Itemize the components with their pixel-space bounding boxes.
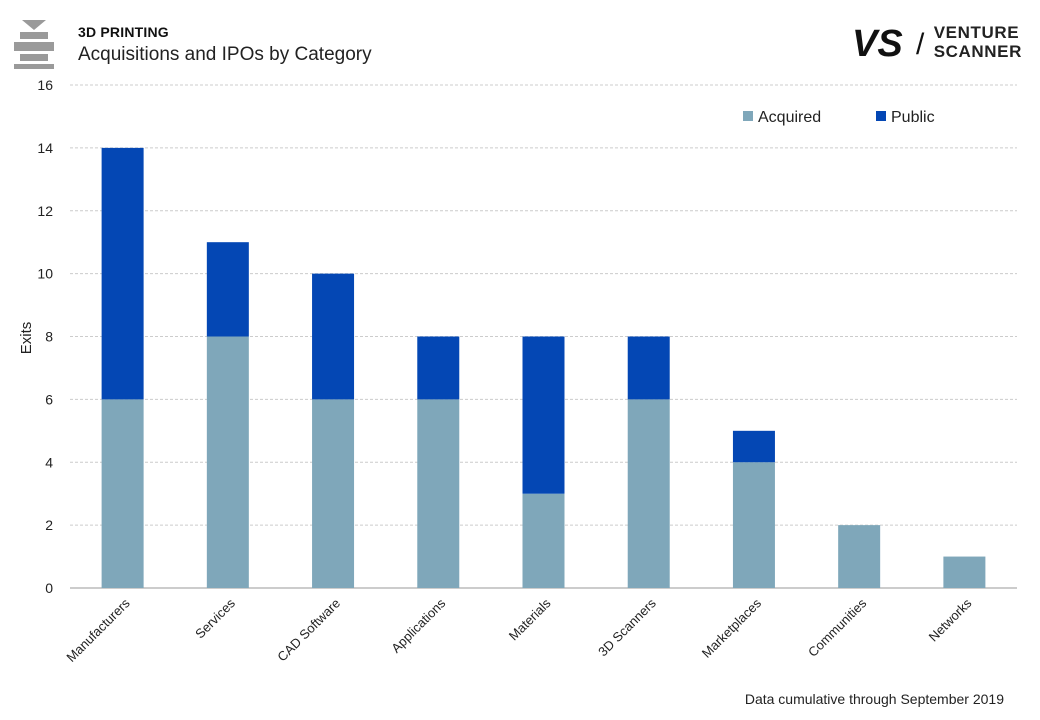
brand-name: VENTURE SCANNER	[934, 23, 1022, 61]
y-tick-label: 16	[37, 77, 53, 93]
bar-public	[732, 430, 775, 463]
vs-logo-mark: VS	[852, 23, 903, 62]
bar-public	[627, 336, 670, 400]
y-axis-ticks: 0 2 4 6 8 10 12 14 16	[37, 77, 53, 596]
bar-acquired	[838, 525, 881, 588]
y-tick-label: 4	[45, 454, 53, 470]
y-axis-label: Exits	[18, 322, 35, 355]
footnote: Data cumulative through September 2019	[744, 691, 1004, 707]
logo-separator: /	[916, 28, 925, 61]
x-tick-label: Materials	[506, 595, 554, 643]
bars	[101, 147, 986, 588]
x-tick-label: Networks	[926, 595, 975, 644]
chart-title: Acquisitions and IPOs by Category	[78, 44, 372, 65]
section-label: 3D PRINTING	[78, 24, 169, 40]
bar-acquired	[312, 399, 355, 588]
y-tick-label: 6	[45, 391, 53, 407]
legend-swatch-acquired	[743, 111, 753, 121]
y-tick-label: 12	[37, 203, 53, 219]
brand-name-line2: SCANNER	[933, 42, 1022, 61]
y-tick-label: 10	[37, 266, 53, 282]
legend-label-public: Public	[891, 109, 935, 126]
legend: Acquired Public	[743, 109, 935, 126]
svg-text:/: /	[916, 28, 925, 61]
bar-acquired	[732, 462, 775, 588]
bar-public	[101, 147, 144, 400]
y-tick-label: 0	[45, 580, 53, 596]
svg-text:VS: VS	[852, 23, 903, 62]
bar-public	[522, 336, 565, 494]
stacked-bars-icon	[14, 20, 54, 77]
y-tick-label: 14	[37, 140, 53, 156]
bar-acquired	[101, 399, 144, 588]
bar-acquired	[417, 399, 460, 588]
bar-acquired	[206, 336, 249, 588]
bar-public	[312, 273, 355, 400]
x-tick-label: Services	[192, 595, 238, 641]
y-tick-label: 8	[45, 329, 53, 345]
legend-label-acquired: Acquired	[758, 109, 821, 126]
y-tick-label: 2	[45, 517, 53, 533]
x-axis-ticks: Manufacturers Services CAD Software Applica…	[63, 595, 974, 665]
bar-acquired	[522, 493, 565, 588]
x-tick-label: CAD Software	[274, 596, 343, 665]
bar-public	[206, 242, 249, 337]
x-tick-label: 3D Scanners	[595, 595, 659, 659]
venture-scanner-logo: VS / VENTURE SCANNER	[852, 22, 1022, 62]
x-tick-label: Applications	[388, 595, 449, 656]
bar-acquired	[943, 556, 986, 588]
legend-swatch-public	[876, 111, 886, 121]
x-tick-label: Communities	[805, 595, 870, 660]
bar-public	[417, 336, 460, 400]
brand-name-line1: VENTURE	[933, 23, 1020, 42]
x-tick-label: Manufacturers	[63, 595, 133, 665]
chart-header: 3D PRINTING Acquisitions and IPOs by Cat…	[78, 24, 372, 66]
bar-acquired	[627, 399, 670, 588]
x-tick-label: Marketplaces	[699, 595, 765, 661]
